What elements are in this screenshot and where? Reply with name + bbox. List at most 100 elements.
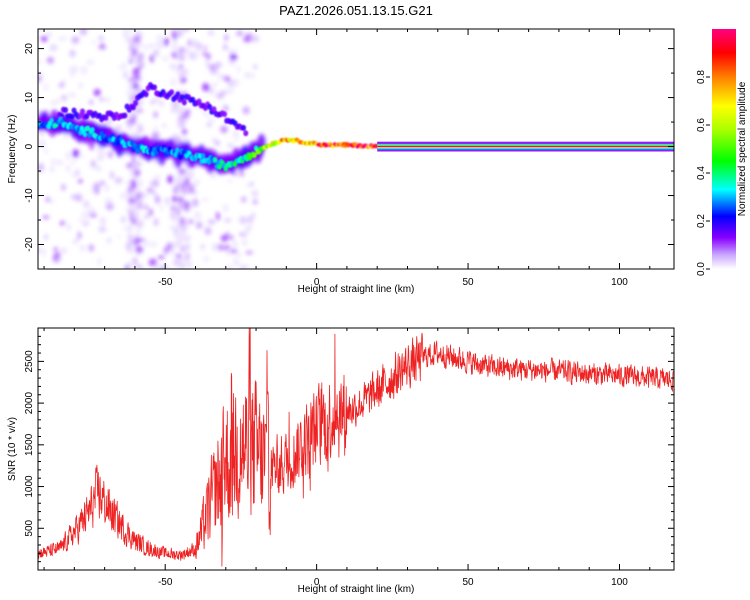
spectrogram-noise-blob xyxy=(167,175,174,184)
spectrogram-noise-blob xyxy=(135,161,142,167)
spectrogram-noise-blob xyxy=(135,221,141,228)
spectrogram-noise-blob xyxy=(124,264,130,269)
spectrogram-noise-blob xyxy=(73,66,79,72)
spectrogram-noise-blob xyxy=(134,41,139,50)
spectrogram-noise-blob xyxy=(99,96,104,102)
spectrogram-noise-blob xyxy=(136,237,142,243)
spectrogram-noise-blob xyxy=(73,236,79,243)
spectrogram-secondary-blob xyxy=(69,113,75,120)
spectrogram-noise-blob xyxy=(75,168,80,177)
spectrogram-noise-blob xyxy=(107,237,111,244)
spectrogram-noise-blob xyxy=(104,97,111,103)
spectrogram-noise-blob xyxy=(225,231,230,240)
spectrogram-noise-blob xyxy=(55,98,61,104)
y-tick-label: 1500 xyxy=(24,433,35,456)
spectrogram-x-label: Height of straight line (km) xyxy=(298,284,415,295)
spectrogram-noise-blob xyxy=(151,131,160,140)
spectrogram-noise-blob xyxy=(137,52,145,60)
spectrogram-noise-blob xyxy=(143,43,149,52)
x-tick-label: 0 xyxy=(314,277,320,288)
spectrogram-noise-blob xyxy=(70,69,74,78)
snr-series-line xyxy=(38,328,674,567)
spectrogram-noise-blob xyxy=(80,66,88,75)
spectrogram-noise-blob xyxy=(226,247,230,257)
spectrogram-noise-blob xyxy=(211,82,218,87)
spectrogram-noise-blob xyxy=(181,113,190,119)
spectrogram-noise-blob xyxy=(104,197,113,205)
spectrogram-noise-blob xyxy=(153,111,158,118)
spectrogram-noise-blob xyxy=(125,38,133,43)
spectrogram-noise-blob xyxy=(41,247,46,257)
spectrogram-noise-blob xyxy=(38,166,43,172)
spectrogram-noise-blob xyxy=(176,207,180,216)
spectrogram-noise-blob xyxy=(154,174,162,179)
spectrogram-noise-blob xyxy=(126,89,133,97)
spectrogram-noise-blob xyxy=(176,66,180,75)
spectrogram-noise-blob xyxy=(66,164,70,173)
snr-y-label: SNR (10 * v/v) xyxy=(7,417,18,481)
spectrogram-noise-blob xyxy=(181,72,189,76)
spectrogram-noise-blob xyxy=(177,121,182,125)
snr-frame xyxy=(37,327,675,571)
spectrogram-noise-blob xyxy=(177,32,183,37)
spectrogram-ridge-blob xyxy=(213,157,218,163)
spectrogram-noise-blob xyxy=(211,172,216,179)
spectrogram-noise-blob xyxy=(70,194,78,200)
spectrogram-ridge-blob xyxy=(49,117,54,124)
spectrogram-noise-blob xyxy=(131,178,136,185)
spectrogram-noise-blob xyxy=(181,233,186,242)
spectrogram-ridge-blob xyxy=(82,131,88,138)
spectrogram-noise-blob xyxy=(154,195,160,203)
spectrogram-noise-blob xyxy=(245,72,249,78)
spectrogram-secondary-blob xyxy=(181,99,187,106)
spectrogram-noise-blob xyxy=(115,124,122,132)
spectrogram-noise-blob xyxy=(60,221,66,226)
spectrogram-noise-blob xyxy=(176,253,182,259)
spectrogram-noise-blob xyxy=(233,172,238,176)
spectrogram-noise-blob xyxy=(50,166,54,173)
spectrogram-secondary-blob xyxy=(211,106,217,113)
spectrogram-noise-blob xyxy=(171,106,177,111)
spectrogram-noise-blob xyxy=(89,99,94,105)
spectrogram-noise-blob xyxy=(127,180,132,186)
spectrogram-noise-blob xyxy=(99,180,106,186)
spectrogram-noise-blob xyxy=(153,180,159,188)
spectrogram-noise-blob xyxy=(79,29,88,36)
spectrogram-noise-blob xyxy=(153,218,159,227)
spectrogram-secondary-blob xyxy=(143,91,149,98)
spectrogram-noise-blob xyxy=(161,55,169,62)
spectrogram-noise-blob xyxy=(246,183,252,187)
y-tick-label: 500 xyxy=(24,519,35,536)
spectrogram-noise-blob xyxy=(171,43,178,50)
spectrogram-noise-blob xyxy=(210,86,214,96)
spectrogram-noise-blob xyxy=(185,262,193,267)
spectrogram-noise-blob xyxy=(215,61,222,68)
x-tick-label: 50 xyxy=(462,277,474,288)
spectrogram-noise-blob xyxy=(243,231,247,238)
spectrogram-noise-blob xyxy=(42,215,50,219)
spectrogram-secondary-blob xyxy=(63,107,69,113)
spectrogram-noise-blob xyxy=(56,256,62,261)
x-tick-label: -50 xyxy=(158,277,173,288)
spectrogram-noise-blob xyxy=(141,193,149,198)
spectrogram-noise-blob xyxy=(121,216,126,223)
spectrogram-noise-blob xyxy=(163,37,169,47)
spectrogram-noise-blob xyxy=(141,238,145,243)
spectrogram-noise-blob xyxy=(236,30,244,36)
spectrogram-secondary-blob xyxy=(241,124,247,131)
spectrogram-noise-blob xyxy=(48,199,55,204)
spectrogram-noise-blob xyxy=(71,149,80,158)
spectrogram-noise-blob xyxy=(93,89,101,97)
spectrogram-noise-blob xyxy=(71,36,80,44)
snr-x-label: Height of straight line (km) xyxy=(298,584,415,595)
spectrogram-secondary-blob xyxy=(122,112,128,119)
spectrogram-noise-blob xyxy=(77,231,81,240)
spectrogram-secondary-blob xyxy=(222,111,228,118)
spectrogram-noise-blob xyxy=(128,233,132,240)
spectrogram-noise-blob xyxy=(240,173,244,177)
spectrogram-noise-blob xyxy=(251,189,259,197)
spectrogram-noise-blob xyxy=(166,242,173,252)
spectrogram-noise-blob xyxy=(133,113,137,122)
spectrogram-noise-blob xyxy=(79,155,86,159)
spectrogram-noise-blob xyxy=(40,139,46,149)
